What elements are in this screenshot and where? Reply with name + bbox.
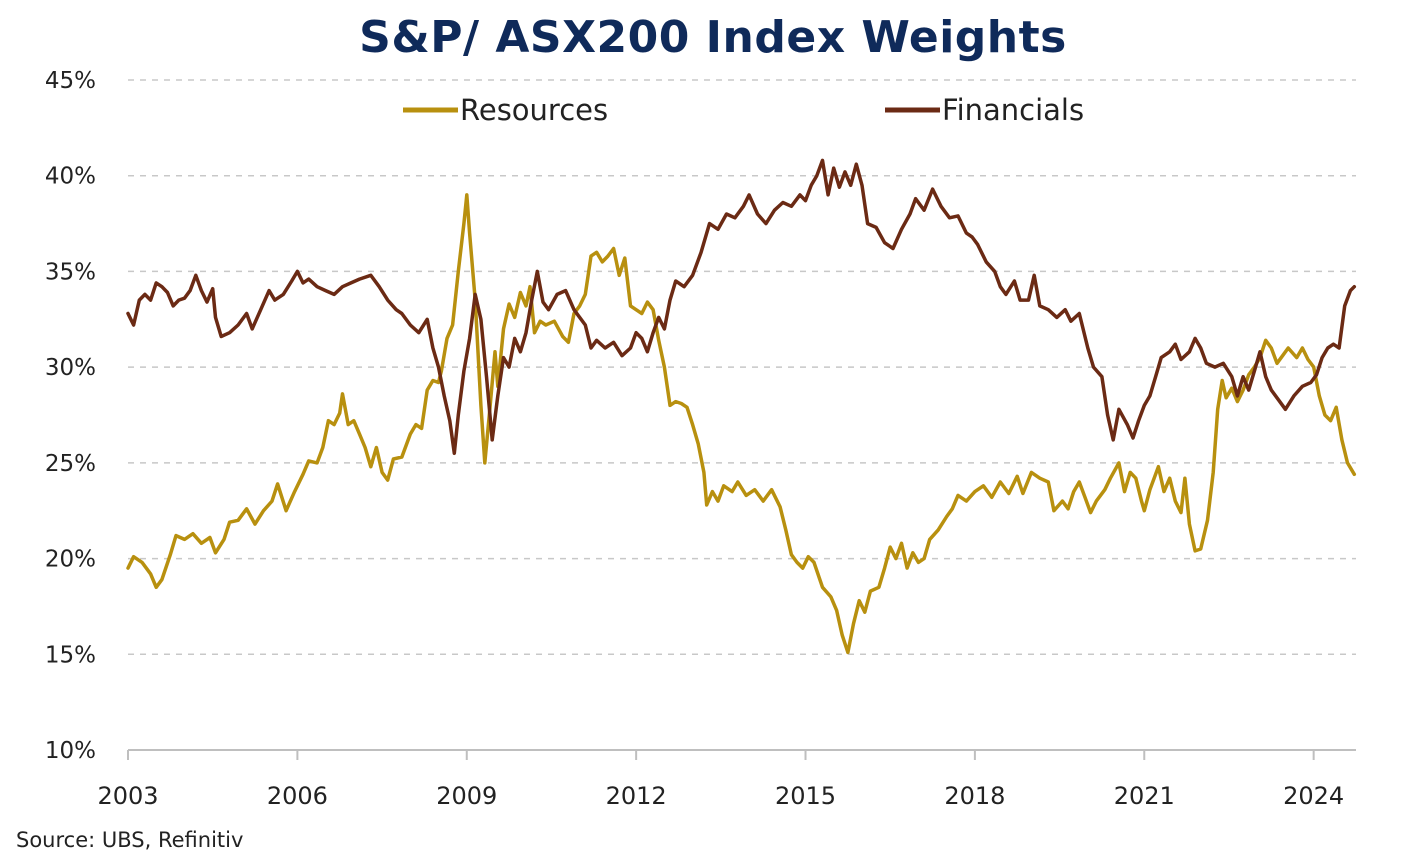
chart-title: S&P/ ASX200 Index Weights <box>359 12 1067 63</box>
y-tick-label: 40% <box>45 164 96 190</box>
axes: 10% 15% 20% 25% 30% 35% 40% 45% 2003 2006 2009 2012… <box>45 68 1356 810</box>
x-tick-label: 2009 <box>436 782 497 810</box>
legend-label-financials: Financials <box>942 93 1084 127</box>
y-tick-label: 25% <box>45 451 96 477</box>
gridlines <box>128 79 1356 656</box>
series-line-resources <box>126 193 1357 655</box>
x-tick-label: 2006 <box>267 782 328 810</box>
series-lines <box>126 158 1357 655</box>
x-tick-label: 2024 <box>1283 782 1344 810</box>
y-tick-label: 20% <box>45 547 96 573</box>
y-tick-label: 30% <box>45 355 96 381</box>
legend-label-resources: Resources <box>460 93 608 127</box>
x-tick-label: 2015 <box>775 782 836 810</box>
legend: Resources Financials <box>403 93 1084 127</box>
x-tick-label: 2012 <box>606 782 667 810</box>
y-tick-label: 35% <box>45 259 96 285</box>
y-tick-label: 15% <box>45 642 96 668</box>
x-tick-label: 2003 <box>97 782 158 810</box>
series-line-financials <box>126 158 1357 456</box>
x-tick-label: 2018 <box>944 782 1005 810</box>
x-tick-label: 2021 <box>1114 782 1175 810</box>
y-tick-label: 10% <box>45 738 96 764</box>
source-note: Source: UBS, Refinitiv <box>16 828 244 852</box>
y-tick-label: 45% <box>45 68 96 94</box>
